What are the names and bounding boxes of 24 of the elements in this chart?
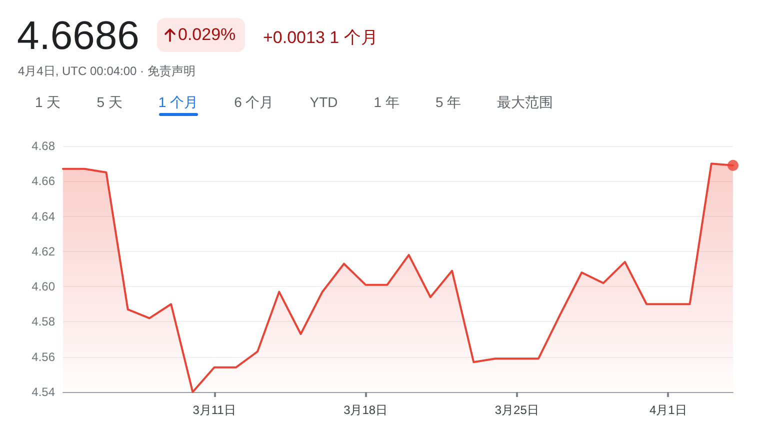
y-tick-label: 4.68: [32, 139, 56, 153]
text: YTD: [310, 93, 338, 111]
x-tick-label: 3月11日: [192, 403, 236, 417]
text: 最大范围: [497, 93, 554, 111]
y-tick-label: 4.64: [32, 209, 56, 224]
text: 5 天: [96, 93, 122, 111]
y-tick-label: 4.60: [32, 280, 56, 294]
text: +0.0013 1 个月: [263, 27, 378, 49]
text: 1 天: [35, 93, 61, 111]
text: 5 年: [435, 93, 462, 111]
chart-title: 4.6686: [17, 13, 140, 59]
text: 0.029%: [178, 25, 236, 45]
text: 1 年: [374, 93, 400, 111]
x-tick-label: 4月1日: [649, 403, 687, 417]
y-tick-label: 4.58: [32, 314, 56, 329]
x-tick-label: 3月18日: [344, 403, 388, 417]
y-tick-label: 4.62: [32, 244, 56, 258]
text: 6 个月: [234, 93, 274, 111]
y-tick-label: 4.54: [32, 385, 56, 399]
y-tick-label: 4.56: [32, 350, 56, 364]
y-tick-label: 4.66: [32, 174, 56, 188]
text: 1 个月: [158, 93, 198, 111]
chart-subtitle: 4月4日, UTC 00:04:00 · 免责声明: [18, 63, 196, 80]
x-tick-label: 3月25日: [494, 403, 539, 417]
